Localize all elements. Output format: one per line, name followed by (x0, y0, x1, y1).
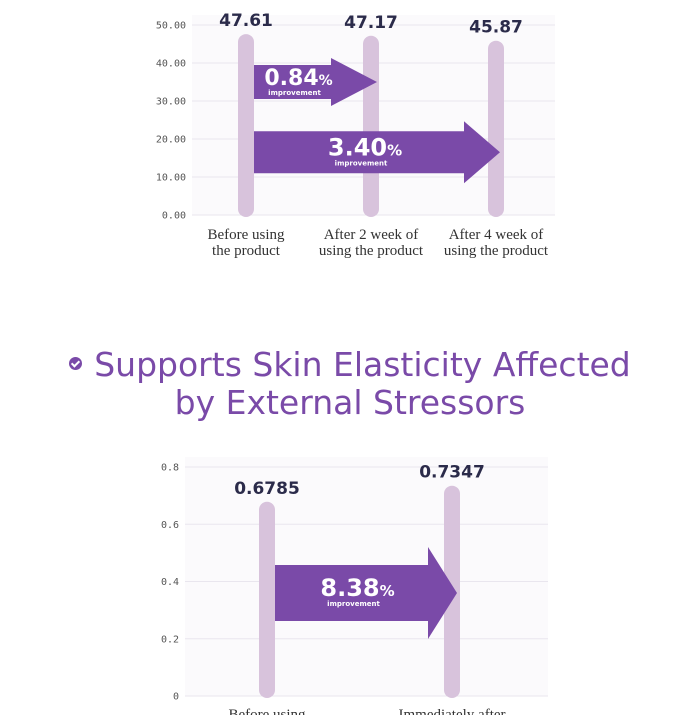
x-category-label: Immediately after (398, 707, 505, 715)
x-category-label: Before using (207, 227, 285, 243)
bar-value-label: 47.17 (344, 13, 398, 33)
y-tick-label: 0.6 (161, 520, 179, 531)
x-category-label: the product (212, 243, 281, 259)
y-tick-label: 0.8 (161, 463, 179, 474)
y-tick-label: 0 (173, 692, 179, 703)
y-tick-label: 30.00 (156, 97, 186, 108)
chart-elasticity: 0 0.2 0.4 0.6 0.8 0.6785 0.7347 Before using Imm… (161, 457, 548, 715)
improvement-percent: 8.38% (320, 574, 394, 602)
bar (488, 40, 504, 217)
heading-line-2: by External Stressors (174, 383, 526, 422)
x-category-label: Before using (228, 707, 306, 715)
x-category-label: using the product (444, 243, 549, 259)
x-category-label: After 2 week of (324, 227, 419, 243)
check-circle-icon (69, 357, 83, 370)
y-tick-label: 0.2 (161, 634, 179, 645)
y-tick-label: 20.00 (156, 135, 186, 146)
percent-unit: % (387, 141, 402, 159)
y-tick-label: 0.4 (161, 577, 179, 588)
improvement-caption: improvement (327, 600, 380, 608)
bar-value-label: 45.87 (469, 18, 523, 38)
bar-value-label: 47.61 (219, 11, 273, 31)
x-category-label: using the product (319, 243, 424, 259)
improvement-percent: 3.40% (328, 133, 402, 161)
bar-value-label: 0.6785 (234, 479, 300, 499)
bar-value-label: 0.7347 (419, 463, 485, 483)
y-tick-label: 40.00 (156, 59, 186, 70)
percent-unit: % (380, 582, 395, 600)
improvement-caption: improvement (268, 89, 321, 97)
percent-unit: % (319, 73, 333, 89)
heading-line-1: Supports Skin Elasticity Affected (94, 345, 631, 384)
improvement-arrow (254, 121, 500, 184)
improvement-caption: improvement (335, 159, 388, 167)
bar (363, 35, 379, 218)
y-tick-label: 10.00 (156, 173, 186, 184)
y-tick-label: 0.00 (162, 211, 186, 222)
improvement-arrow (275, 546, 457, 639)
improvement-arrow (254, 58, 377, 106)
bar (238, 34, 254, 217)
section-heading: Supports Skin Elasticity Affected by Ext… (0, 346, 700, 422)
x-category-label: After 4 week of (449, 227, 544, 243)
bar (259, 501, 275, 698)
chart-skin-measure: 0.00 10.00 20.00 30.00 40.00 50.00 47.61 47.17 4… (156, 11, 555, 259)
y-tick-label: 50.00 (156, 21, 186, 32)
